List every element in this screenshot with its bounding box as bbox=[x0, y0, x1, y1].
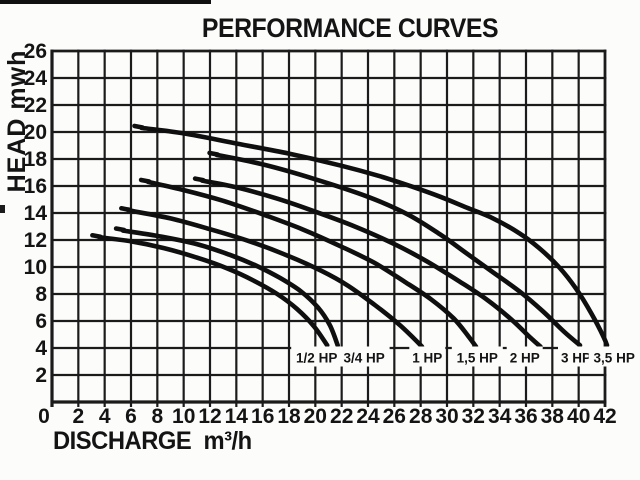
y-tick-label: 24 bbox=[24, 67, 48, 90]
y-tick-label: 6 bbox=[35, 310, 47, 333]
pump-curve bbox=[145, 179, 479, 349]
curve-label-backdrop bbox=[409, 346, 446, 367]
y-tick-label: 2 bbox=[35, 364, 47, 387]
x-tick-label: 12 bbox=[198, 405, 221, 428]
curve-label-backdrop bbox=[588, 346, 640, 367]
pump-curve bbox=[199, 178, 543, 349]
x-tick-label: 24 bbox=[356, 405, 380, 428]
x-tick-label: 36 bbox=[514, 405, 537, 428]
pump-curves bbox=[90, 123, 610, 349]
curve-label: 3 HP bbox=[561, 351, 591, 366]
x-tick-label: 26 bbox=[383, 405, 406, 428]
y-tick-label: 10 bbox=[24, 256, 47, 279]
x-tick-label: 22 bbox=[330, 405, 353, 428]
x-tick-label: 8 bbox=[151, 405, 163, 428]
x-tick-label: 32 bbox=[462, 405, 485, 428]
y-tick-label: 4 bbox=[35, 337, 47, 360]
pump-curve bbox=[214, 152, 583, 348]
curve-label-backdrop bbox=[338, 346, 390, 367]
x-tick-label: 16 bbox=[251, 405, 274, 428]
curve-label: 1 HP bbox=[412, 351, 442, 366]
y-tick-label: 18 bbox=[24, 148, 48, 171]
x-axis-title: DISCHARGE m³/h bbox=[53, 427, 252, 455]
x-tick-label: 0 bbox=[38, 405, 50, 428]
curve-label-backdrop bbox=[291, 346, 343, 367]
y-tick-label: 14 bbox=[24, 202, 48, 225]
pump-curve bbox=[139, 125, 610, 348]
x-tick-label: 4 bbox=[99, 405, 111, 428]
curve-label: 1/2 HP bbox=[296, 351, 337, 366]
x-tick-label: 38 bbox=[541, 405, 565, 428]
scan-artifact-top-bar bbox=[0, 0, 211, 4]
x-tick-label: 30 bbox=[435, 405, 458, 428]
curve-labels: 1/2 HP 3/4 HP 1 HP 1,5 HP 2 HP 3 HP 3,5 HP bbox=[291, 346, 640, 367]
x-tick-label: 40 bbox=[567, 405, 590, 428]
scan-artifact-left-mark bbox=[0, 205, 5, 213]
pump-curve bbox=[120, 228, 340, 348]
y-tick-label: 22 bbox=[24, 94, 47, 117]
curve-label-backdrop bbox=[506, 346, 543, 367]
x-tick-label: 6 bbox=[125, 405, 137, 428]
chart-title: PERFORMANCE CURVES bbox=[201, 13, 499, 43]
curve-label-backdrop bbox=[451, 346, 503, 367]
y-tick-label: 8 bbox=[35, 283, 47, 306]
curve-label: 1,5 HP bbox=[457, 351, 498, 366]
y-tick-label: 16 bbox=[24, 175, 47, 198]
pump-curve bbox=[97, 235, 330, 348]
y-tick-label: 12 bbox=[24, 229, 47, 252]
curve-label: 2 HP bbox=[510, 351, 540, 366]
curve-label-backdrop bbox=[558, 346, 594, 367]
y-axis-title: HEAD mwh bbox=[3, 49, 31, 193]
x-tick-label: 42 bbox=[593, 405, 616, 428]
pump-curve bbox=[126, 208, 425, 349]
axis-tick-labels: 0 2 4 6 8 10 12 14 16 18 20 22 24 26 28 30 32 34 36 38 40 422… bbox=[24, 40, 617, 428]
grid-lines bbox=[50, 49, 607, 407]
x-tick-label: 14 bbox=[225, 405, 249, 428]
x-tick-label: 28 bbox=[409, 405, 433, 428]
x-tick-label: 2 bbox=[72, 405, 84, 428]
curve-label: 3/4 HP bbox=[343, 351, 384, 366]
x-tick-label: 34 bbox=[488, 405, 512, 428]
y-tick-label: 20 bbox=[24, 121, 47, 144]
curve-label: 3,5 HP bbox=[594, 351, 635, 366]
x-tick-label: 10 bbox=[172, 405, 195, 428]
x-tick-label: 18 bbox=[277, 405, 301, 428]
x-tick-label: 20 bbox=[304, 405, 327, 428]
y-tick-label: 26 bbox=[24, 40, 47, 63]
